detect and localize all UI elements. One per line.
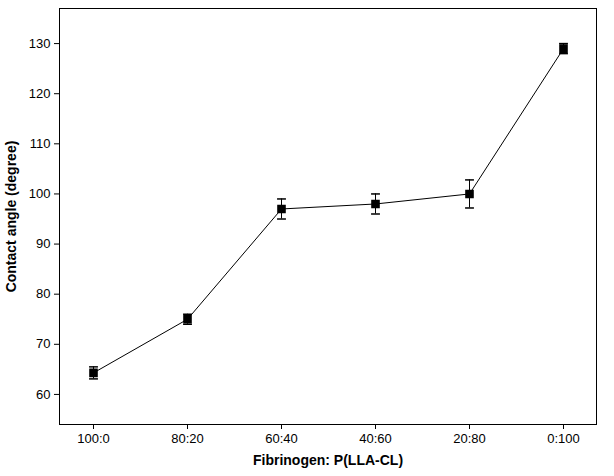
svg-text:110: 110 xyxy=(30,136,51,151)
svg-text:60: 60 xyxy=(36,387,50,402)
svg-text:90: 90 xyxy=(36,236,50,251)
svg-text:100: 100 xyxy=(29,186,51,201)
svg-text:70: 70 xyxy=(36,336,50,351)
svg-text:60:40: 60:40 xyxy=(265,431,298,446)
svg-text:40:60: 40:60 xyxy=(359,431,392,446)
svg-text:80: 80 xyxy=(36,286,50,301)
svg-text:120: 120 xyxy=(29,86,51,101)
svg-text:100:0: 100:0 xyxy=(77,431,110,446)
svg-text:130: 130 xyxy=(29,36,51,51)
svg-text:Fibrinogen: P(LLA-CL): Fibrinogen: P(LLA-CL) xyxy=(253,452,403,468)
svg-text:0:100: 0:100 xyxy=(547,431,580,446)
svg-text:20:80: 20:80 xyxy=(453,431,486,446)
svg-text:Contact angle (degree): Contact angle (degree) xyxy=(3,141,19,293)
svg-text:80:20: 80:20 xyxy=(171,431,204,446)
